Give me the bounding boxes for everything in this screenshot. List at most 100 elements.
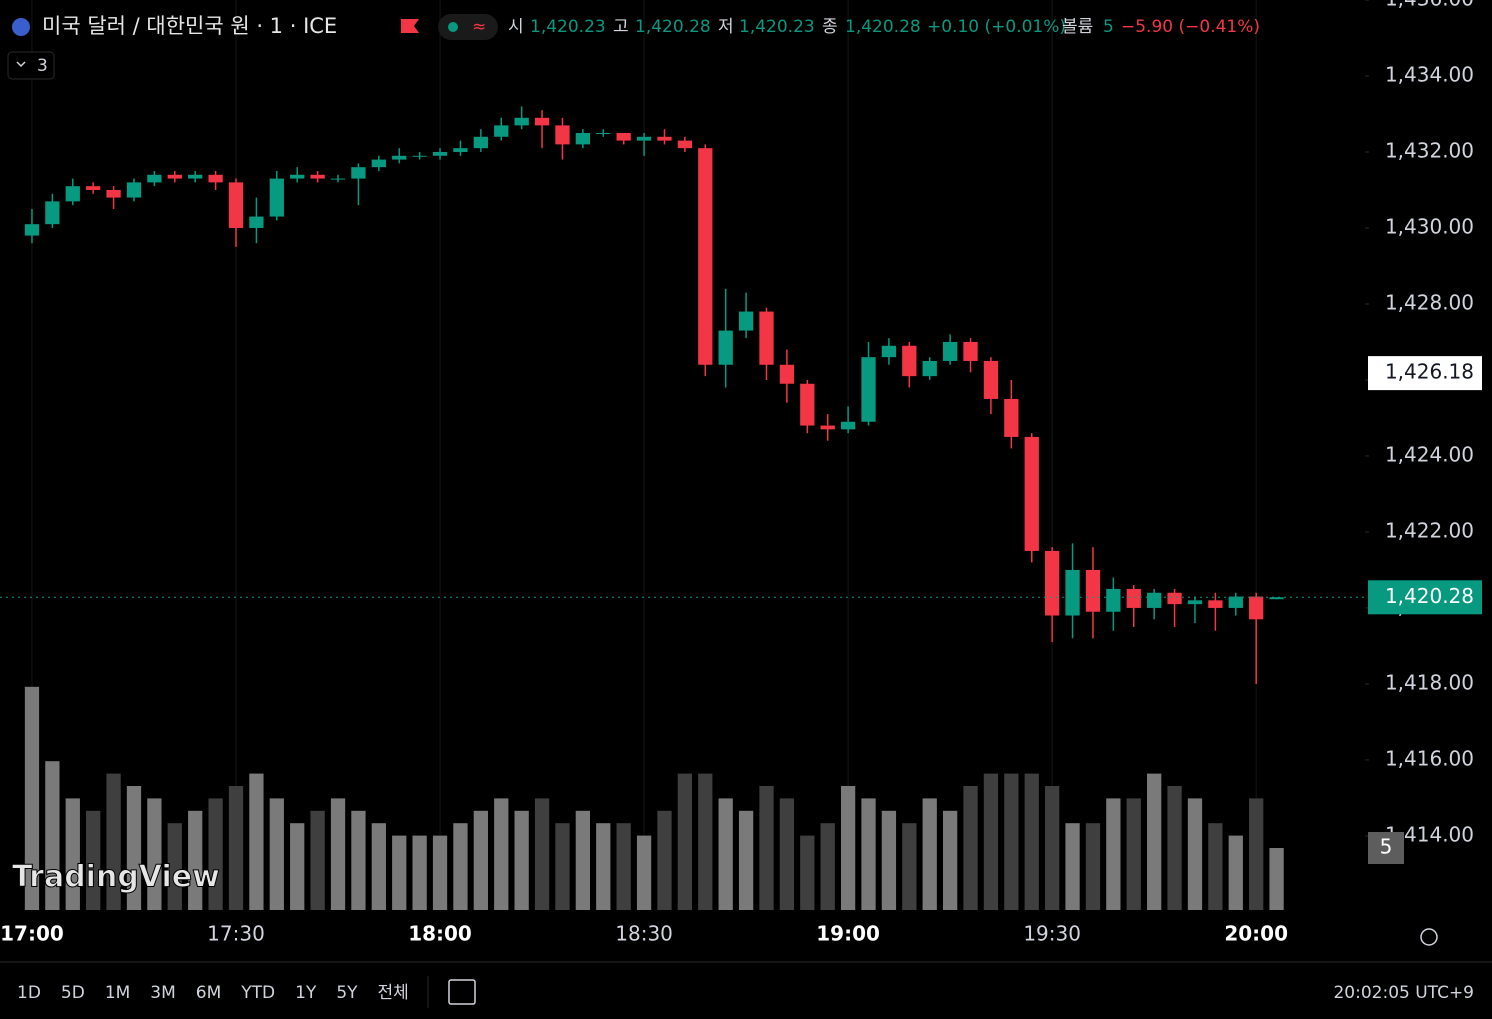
last-price-tag: [1368, 580, 1482, 615]
volume-bar: [351, 810, 366, 910]
candle-body: [228, 182, 244, 228]
volume-bar: [555, 823, 570, 910]
candle-body: [453, 148, 468, 152]
candle-body: [963, 341, 978, 361]
y-tick-label: 1,430.00: [1385, 214, 1474, 238]
range-button[interactable]: 5D: [61, 983, 85, 1003]
candle-body: [1228, 596, 1243, 608]
candle-body: [351, 167, 366, 179]
volume-bar: [1147, 773, 1162, 910]
volume-tag: [1368, 832, 1404, 864]
crosshair-price-tag: [1368, 356, 1482, 391]
volume-bar: [1004, 773, 1019, 910]
crosshair-price-label: 1,426.18: [1385, 360, 1474, 384]
date-range-button[interactable]: [448, 979, 476, 1005]
delay-icon: ≈: [472, 17, 486, 37]
volume-bar: [86, 810, 101, 910]
candle-body: [1269, 597, 1284, 600]
y-tick-label: 1,422.00: [1385, 518, 1474, 542]
range-button[interactable]: 1D: [17, 983, 41, 1003]
volume-bar: [738, 810, 754, 910]
candle-body: [1167, 592, 1182, 605]
volume-label: 볼륨: [1062, 17, 1093, 37]
range-button[interactable]: 전체: [378, 983, 409, 1003]
candle-body: [1065, 569, 1080, 616]
candle-body: [126, 182, 142, 198]
candle-body: [269, 178, 284, 217]
y-tick-label: 1,436.00: [1385, 0, 1474, 11]
volume-bar: [596, 823, 611, 910]
candle-body: [861, 357, 876, 422]
range-button[interactable]: 6M: [196, 983, 221, 1003]
range-button[interactable]: YTD: [240, 983, 275, 1003]
candle-body: [779, 364, 795, 384]
candle-body: [1106, 588, 1121, 612]
candle-body: [534, 117, 550, 126]
candle-body: [106, 189, 121, 198]
candle-body: [983, 360, 999, 399]
candle-body: [432, 151, 448, 156]
volume-bar: [249, 773, 264, 910]
market-status: [448, 22, 458, 32]
volume-bar: [575, 810, 591, 910]
volume-bar: [718, 798, 733, 910]
indicators-toggle[interactable]: [7, 51, 55, 80]
candle-body: [330, 178, 346, 180]
low-label: 저: [718, 17, 734, 37]
chevron: [16, 61, 26, 68]
candle-body: [249, 216, 264, 228]
candle-body: [942, 341, 958, 361]
x-tick-label: 18:00: [408, 922, 472, 946]
volume-bar: [1106, 798, 1121, 910]
candle-body: [1024, 436, 1039, 551]
y-tick-label: 1,424.00: [1385, 442, 1474, 466]
candle-body: [902, 345, 917, 377]
candle-body: [167, 174, 182, 179]
x-tick-label: 19:30: [1023, 922, 1081, 946]
volume-bar: [1167, 786, 1182, 910]
candle-body: [738, 311, 754, 331]
candle-body: [310, 174, 325, 179]
symbol-title: 미국 달러 / 대한민국 원 · 1 · ICE: [42, 14, 337, 38]
volume-bar: [1249, 798, 1264, 910]
range-button[interactable]: 1Y: [295, 983, 317, 1003]
candle-body: [188, 174, 203, 179]
flag-icon: [12, 18, 30, 36]
volume-bar: [412, 835, 427, 910]
volume-bar: [290, 823, 305, 910]
candle-body: [86, 186, 101, 190]
volume-bar: [167, 823, 182, 910]
volume-bar: [698, 773, 713, 910]
x-tick-label: 17:30: [207, 922, 265, 946]
volume-bar: [432, 835, 448, 910]
open-value: 1,420.23: [530, 17, 606, 37]
volume-bar: [861, 798, 876, 910]
candle-body: [147, 174, 162, 183]
candle-body: [392, 155, 407, 160]
volume-bar: [1228, 835, 1243, 910]
candle-body: [1045, 550, 1060, 616]
volume-value: 5: [1103, 17, 1114, 37]
range-button[interactable]: 1M: [105, 983, 130, 1003]
plot: [24, 106, 1284, 910]
x-tick-label: 19:00: [816, 922, 880, 946]
volume-bar: [840, 786, 856, 910]
candle-body: [677, 140, 693, 149]
volume-bar: [1085, 823, 1101, 910]
settings-button[interactable]: [1420, 928, 1438, 946]
range-button[interactable]: 5Y: [336, 983, 358, 1003]
indicators-count: 3: [37, 56, 48, 76]
volume-bar: [494, 798, 509, 910]
range-button[interactable]: 3M: [150, 983, 175, 1003]
volume-bar: [800, 835, 815, 910]
volume-bar: [24, 686, 40, 910]
volume-bar: [106, 773, 121, 910]
candle-body: [45, 201, 60, 225]
y-tick-label: 1,428.00: [1385, 290, 1474, 314]
y-tick-label: 1,434.00: [1385, 62, 1474, 86]
volume-bar: [228, 786, 244, 910]
volume-bar: [677, 773, 693, 910]
flag-marker[interactable]: [401, 19, 419, 33]
